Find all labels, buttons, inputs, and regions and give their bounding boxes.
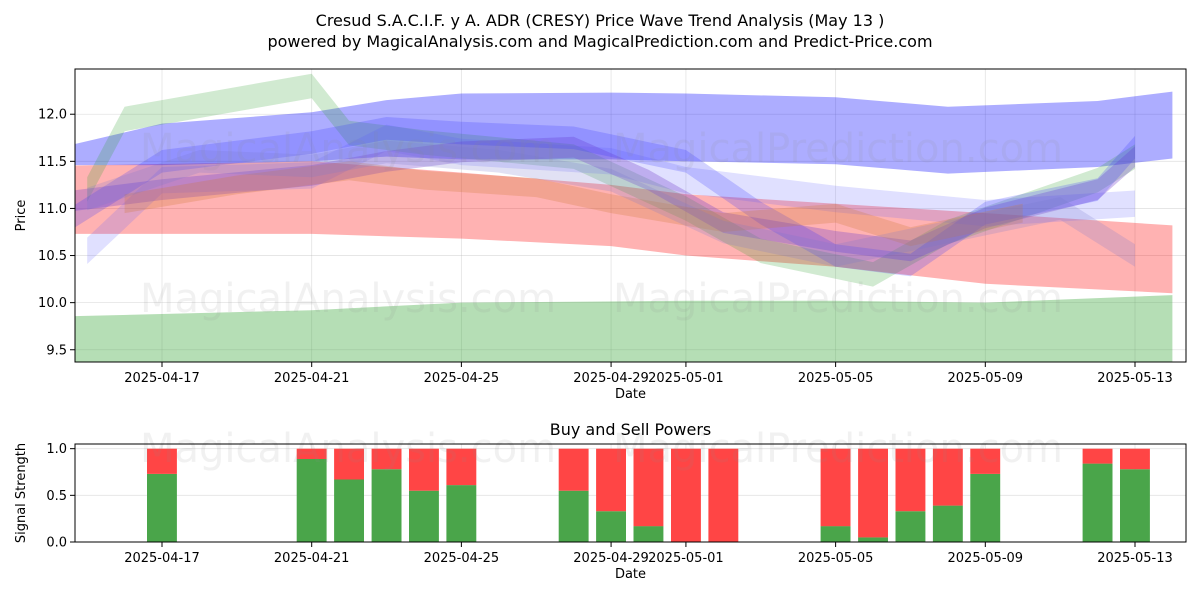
band-blue-upper-band [75, 91, 1173, 174]
price-watermark: MagicalPrediction.com [613, 126, 1063, 172]
band-lightblue-wave [87, 124, 1136, 264]
buy-bar [932, 505, 963, 542]
signal-x-axis-label: Date [615, 567, 646, 582]
price-y-tick-label: 11.5 [38, 155, 67, 170]
buy-bar [970, 473, 1001, 542]
price-x-tick-label: 2025-04-17 [124, 371, 200, 386]
signal-title: Buy and Sell Powers [550, 420, 712, 439]
signal-watermark: MagicalPrediction.com [613, 426, 1063, 472]
price-plot-background [75, 69, 1186, 362]
price-x-tick-label: 2025-04-25 [424, 371, 500, 386]
signal-x-tick-label: 2025-04-29 [573, 551, 649, 566]
signal-watermark: MagicalAnalysis.com [140, 426, 556, 472]
price-plot: MagicalAnalysis.com MagicalPrediction.com… [14, 68, 1187, 402]
sell-bar [596, 448, 626, 512]
signal-x-tick-label: 2025-05-09 [948, 551, 1024, 566]
sell-bar [296, 448, 327, 459]
signal-plot: MagicalAnalysis.com MagicalPrediction.com… [14, 420, 1187, 582]
price-x-tick-label: 2025-04-21 [274, 371, 350, 386]
sell-bar [633, 448, 664, 527]
band-slate-wave [87, 140, 1136, 267]
sell-bar [671, 448, 701, 542]
price-y-axis-label: Price [14, 200, 29, 232]
signal-x-tick-label: 2025-04-25 [424, 551, 500, 566]
sell-bar [558, 448, 589, 491]
price-x-tick-label: 2025-04-29 [573, 371, 649, 386]
price-x-tick-label: 2025-05-01 [648, 371, 724, 386]
sell-bar [334, 448, 364, 480]
band-blue-mid-wave [75, 117, 1135, 277]
sell-bar [970, 448, 1001, 474]
sell-bar [409, 448, 439, 491]
buy-bar [371, 469, 402, 542]
signal-x-tick-label: 2025-05-05 [798, 551, 874, 566]
sell-bar [1120, 448, 1150, 470]
signal-y-tick-label: 1.0 [46, 442, 67, 457]
band-green-floor-band [75, 295, 1173, 362]
signal-x-tick-label: 2025-05-01 [648, 551, 724, 566]
sell-bar [895, 448, 926, 512]
price-watermark: MagicalPrediction.com [613, 276, 1063, 322]
sell-bar [1082, 448, 1113, 464]
buy-bar [147, 473, 177, 542]
sell-bar [446, 448, 477, 486]
band-green-wave [87, 73, 1136, 287]
sell-bar [858, 448, 888, 538]
price-watermark: MagicalAnalysis.com [140, 126, 556, 172]
price-y-tick-label: 10.0 [38, 296, 67, 311]
buy-bar [334, 479, 364, 542]
buy-bar [895, 511, 926, 542]
sell-bar [932, 448, 963, 506]
signal-x-tick-label: 2025-04-21 [274, 551, 350, 566]
signal-plot-background [75, 444, 1186, 542]
buy-bar [596, 511, 626, 542]
sell-bar [147, 448, 177, 474]
signal-y-tick-label: 0.5 [46, 489, 67, 504]
sell-bar [371, 448, 402, 470]
price-watermark: MagicalAnalysis.com [140, 276, 556, 322]
price-bands [75, 73, 1173, 362]
sell-bar [708, 448, 739, 542]
buy-bar [296, 458, 327, 542]
buy-bar [409, 490, 439, 542]
price-x-tick-label: 2025-05-09 [948, 371, 1024, 386]
sell-bar [820, 448, 851, 527]
price-x-axis-label: Date [615, 387, 646, 402]
signal-y-tick-label: 0.0 [46, 536, 67, 551]
buy-bar [1120, 469, 1150, 542]
signal-y-axis-label: Signal Strength [14, 443, 29, 543]
chart-title-line1: Cresud S.A.C.I.F. y A. ADR (CRESY) Price… [316, 11, 885, 30]
price-x-tick-label: 2025-05-13 [1097, 371, 1173, 386]
buy-bar [446, 485, 477, 542]
band-purple-wave [75, 136, 1135, 262]
buy-bar [633, 526, 664, 542]
signal-bars [147, 448, 1150, 542]
band-red-band [75, 161, 1173, 294]
signal-x-tick-label: 2025-05-13 [1097, 551, 1173, 566]
price-y-tick-label: 11.0 [38, 202, 67, 217]
price-y-tick-label: 12.0 [38, 108, 67, 123]
buy-bar [558, 490, 589, 542]
buy-bar [820, 526, 851, 542]
price-y-tick-label: 9.5 [46, 343, 67, 358]
price-y-tick-label: 10.5 [38, 249, 67, 264]
price-x-tick-label: 2025-05-05 [798, 371, 874, 386]
signal-axes-frame [74, 443, 1187, 543]
buy-bar [858, 537, 888, 542]
price-axes-frame [74, 68, 1187, 363]
buy-bar [1082, 463, 1113, 542]
band-orange-wave [124, 161, 1023, 247]
signal-x-tick-label: 2025-04-17 [124, 551, 200, 566]
chart-title-line2: powered by MagicalAnalysis.com and Magic… [267, 32, 932, 51]
